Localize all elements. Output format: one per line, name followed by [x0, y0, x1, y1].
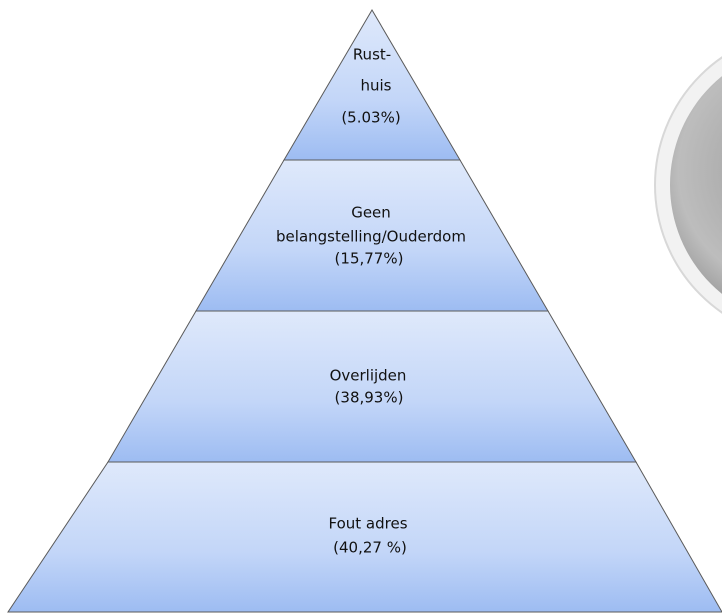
layer-label: Fout adres [328, 515, 407, 533]
layer-label: (40,27 %) [333, 539, 407, 557]
page: Rust- huis (5.03%) Geen belangstelling/O… [0, 0, 722, 613]
layer-label: (5.03%) [341, 109, 400, 127]
photo-disc [655, 30, 722, 340]
diagram: Rust- huis (5.03%) Geen belangstelling/O… [0, 0, 722, 613]
layer-label: huis [361, 77, 392, 95]
layer-label: (38,93%) [335, 389, 404, 407]
layer-label: Overlijden [330, 367, 407, 385]
layer-label: Rust- [353, 46, 391, 64]
layer-label: Geen [351, 204, 391, 222]
pyramid-layer [8, 462, 722, 612]
layer-label: (15,77%) [335, 250, 404, 268]
pyramid-layer [108, 311, 636, 462]
layer-label: belangstelling/Ouderdom [276, 228, 466, 246]
